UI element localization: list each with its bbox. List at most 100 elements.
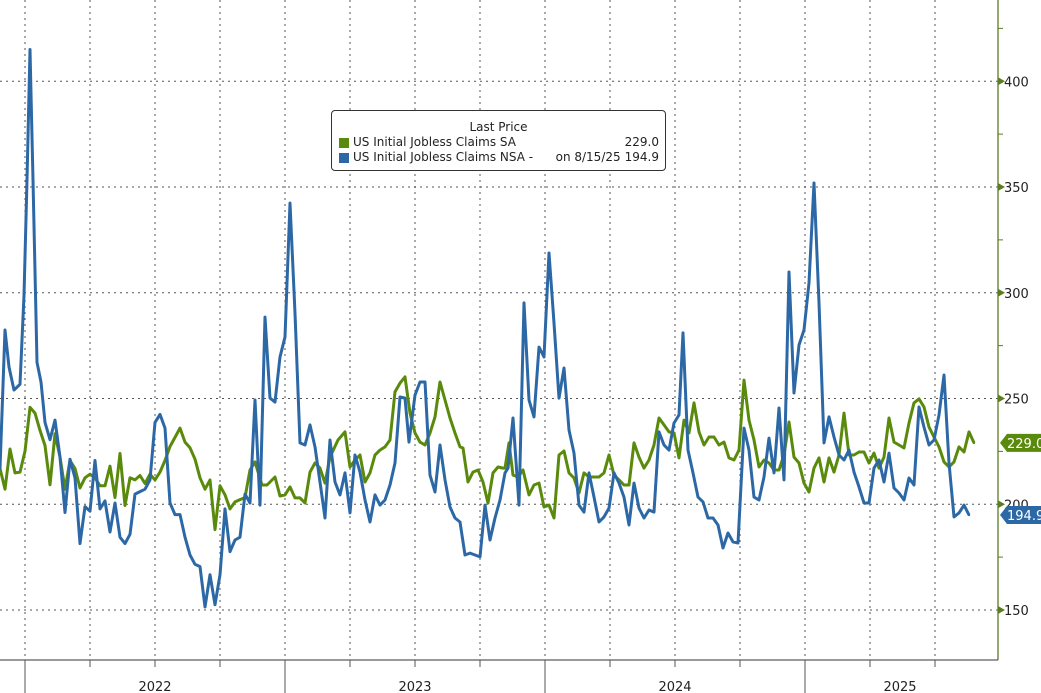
data-point <box>298 496 302 500</box>
data-point <box>493 516 497 520</box>
data-point <box>647 458 651 462</box>
data-point <box>353 453 357 457</box>
data-point <box>637 506 641 510</box>
data-point <box>31 178 35 182</box>
data-point <box>677 456 681 460</box>
data-point <box>882 455 886 459</box>
data-point <box>18 470 22 474</box>
data-point <box>383 445 387 449</box>
y-tick-mark <box>998 288 1005 297</box>
data-point <box>213 603 217 606</box>
data-point <box>278 355 282 359</box>
data-point <box>39 380 43 384</box>
data-point <box>612 471 616 475</box>
badge-shape <box>1000 433 1041 452</box>
data-point <box>133 492 137 496</box>
data-point <box>283 335 287 339</box>
data-point <box>143 482 147 485</box>
series-line <box>0 375 976 532</box>
data-point <box>278 494 282 498</box>
data-point <box>737 448 741 452</box>
data-point <box>852 470 856 474</box>
data-point <box>138 474 142 477</box>
data-point <box>752 438 756 442</box>
data-point <box>521 468 525 472</box>
data-point <box>488 538 492 542</box>
legend-swatch-sa <box>339 137 349 148</box>
data-point <box>123 504 127 507</box>
data-point <box>957 445 961 449</box>
data-point <box>696 495 700 499</box>
data-point <box>917 405 921 409</box>
data-point <box>223 507 227 511</box>
data-point <box>265 483 269 487</box>
data-point <box>827 415 831 419</box>
data-point <box>423 443 427 447</box>
data-point <box>268 396 272 400</box>
data-point <box>767 436 771 440</box>
data-point <box>243 492 247 496</box>
data-point <box>632 441 636 445</box>
data-point <box>592 475 596 479</box>
data-point <box>902 498 906 502</box>
data-point <box>93 459 97 462</box>
data-point <box>862 450 866 454</box>
data-point <box>787 270 791 274</box>
data-point <box>577 503 581 507</box>
data-point <box>691 471 695 475</box>
legend: Last Price US Initial Jobless Claims SA … <box>331 110 666 171</box>
data-point <box>188 446 192 449</box>
data-point <box>627 523 631 527</box>
data-point <box>393 390 397 394</box>
data-point <box>443 398 447 402</box>
data-point <box>607 453 611 457</box>
data-point <box>726 531 730 535</box>
data-point <box>363 480 367 484</box>
data-point <box>807 281 811 285</box>
data-point <box>582 510 586 514</box>
data-point <box>632 481 636 485</box>
data-point <box>537 481 541 485</box>
legend-value-sa: 229.0 <box>624 135 659 149</box>
y-tick-label: 350 <box>1004 181 1029 196</box>
data-point <box>138 490 142 493</box>
data-point <box>892 440 896 444</box>
data-point <box>273 400 277 404</box>
data-point <box>927 443 931 447</box>
data-point <box>721 546 725 550</box>
data-point <box>63 511 67 514</box>
data-point <box>33 411 37 415</box>
data-point <box>822 480 826 484</box>
y-tick-mark <box>998 394 1005 403</box>
data-point <box>942 373 946 377</box>
series-lines <box>0 48 976 609</box>
data-point <box>453 516 457 520</box>
data-point <box>303 501 307 505</box>
data-point <box>877 458 881 462</box>
data-point <box>857 485 861 489</box>
data-point <box>308 470 312 474</box>
data-point <box>862 501 866 505</box>
data-point <box>812 181 816 185</box>
data-point <box>68 458 72 461</box>
data-point <box>562 449 566 453</box>
data-point <box>333 480 337 484</box>
data-point <box>433 490 437 494</box>
data-point <box>83 476 87 480</box>
data-point <box>572 476 576 480</box>
data-point <box>183 440 187 444</box>
data-point <box>792 455 796 459</box>
data-point <box>413 393 417 397</box>
data-point <box>0 467 2 470</box>
data-point <box>35 361 39 364</box>
data-point <box>218 484 222 488</box>
data-point <box>383 498 387 502</box>
data-point <box>153 421 157 424</box>
data-point <box>682 418 686 422</box>
data-point <box>318 480 322 484</box>
data-point <box>932 438 936 442</box>
data-point <box>501 466 505 470</box>
data-point <box>722 440 726 444</box>
data-point <box>506 466 510 470</box>
data-point <box>642 516 646 520</box>
